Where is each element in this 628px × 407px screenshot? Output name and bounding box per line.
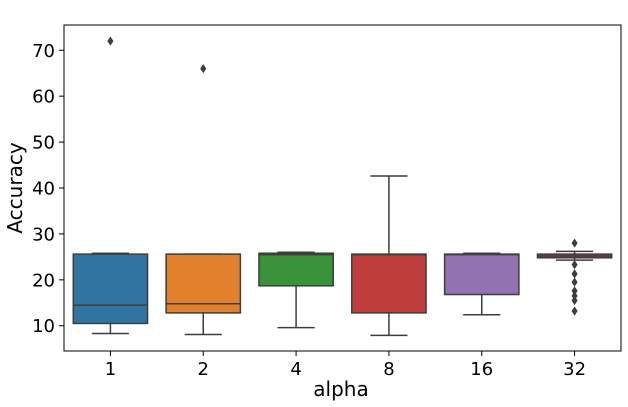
box-group-2	[165, 63, 242, 336]
y-tick-label: 70	[32, 41, 55, 62]
outlier-point	[200, 63, 207, 74]
box-group-8	[351, 175, 427, 337]
box-body	[443, 253, 520, 296]
box-group-4	[258, 251, 334, 329]
x-tick-label: 4	[290, 359, 301, 380]
y-tick-label: 30	[32, 224, 55, 245]
plot-frame	[63, 24, 622, 352]
outlier-point	[571, 260, 578, 270]
x-axis-label: alpha	[313, 377, 368, 401]
y-tick-label: 40	[32, 179, 55, 200]
outlier-point	[571, 238, 578, 248]
plot-area: 10 20 30 40 50 60 70 1 2 4 8 16 32	[32, 24, 622, 380]
outlier-point	[571, 269, 578, 279]
x-tick-label: 32	[563, 359, 586, 380]
outlier-point	[571, 295, 578, 306]
outlier-point	[107, 36, 114, 46]
y-axis-label: Accuracy	[3, 142, 27, 233]
x-tick-label: 16	[470, 359, 493, 380]
box-body	[258, 252, 334, 287]
box-group-32	[536, 238, 613, 316]
x-tick-label: 2	[198, 359, 209, 380]
box-group-1	[72, 36, 149, 335]
box-group-16	[443, 252, 520, 316]
y-tick-label: 10	[32, 316, 55, 337]
y-tick-label: 60	[32, 87, 55, 108]
outlier-point	[571, 277, 578, 287]
x-tick-label: 8	[383, 359, 394, 380]
box-body	[72, 253, 149, 325]
x-tick-label: 1	[105, 359, 116, 380]
box-body	[351, 253, 427, 314]
outlier-point	[571, 306, 578, 316]
y-tick-label: 50	[32, 133, 55, 154]
y-tick-label: 20	[32, 270, 55, 291]
